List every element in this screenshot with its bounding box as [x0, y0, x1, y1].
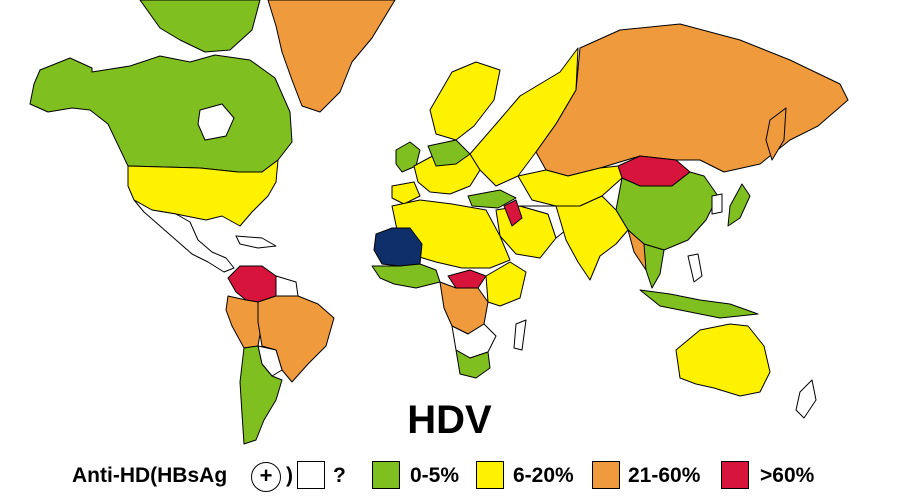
legend-swatch-6-20 [476, 461, 504, 489]
legend-swatch-0-5 [372, 461, 400, 489]
region-india [555, 195, 629, 281]
region-madagascar [513, 319, 527, 351]
region-argentina [239, 345, 283, 445]
legend-swatch-unknown [297, 461, 325, 489]
region-scandinavia [429, 61, 501, 141]
region-australia [675, 323, 771, 397]
legend-label-0-5: 0-5% [410, 464, 460, 487]
region-guianas [275, 275, 299, 297]
region-caribbean [235, 235, 277, 249]
map-title: HDV [407, 398, 492, 442]
legend-close-paren: ) [286, 464, 293, 487]
region-central-africa-red [447, 269, 487, 289]
legend: Anti-HD(HBsAg + ) ? 0-5% 6-20% 21-60% >6… [0, 456, 899, 496]
legend-unknown-label: ? [333, 464, 346, 487]
legend-label-6-20: 6-20% [513, 464, 574, 487]
region-west-africa-dark [373, 227, 423, 267]
plus-icon: + [251, 462, 281, 492]
region-germany [427, 139, 471, 167]
region-southeast-asia [643, 243, 665, 289]
region-greenland [267, 0, 396, 113]
region-kamchatka [765, 107, 787, 161]
region-venezuela-colombia [227, 265, 277, 303]
region-arctic-islands [139, 0, 261, 53]
region-west-africa [371, 263, 441, 289]
region-south-africa [455, 349, 491, 379]
region-turkey [467, 189, 517, 209]
region-philippines [687, 253, 703, 283]
legend-label-60plus: >60% [760, 464, 815, 487]
region-new-zealand [795, 379, 817, 419]
region-russia [535, 23, 849, 177]
region-korea [711, 193, 723, 215]
legend-swatch-60plus [721, 461, 749, 489]
legend-label: Anti-HD(HBsAg [72, 464, 228, 487]
region-iberia [391, 181, 421, 205]
region-peru [225, 295, 263, 349]
region-canada-alaska [29, 54, 293, 173]
region-iran [519, 205, 567, 239]
legend-swatch-21-60 [592, 461, 620, 489]
region-indonesia [639, 289, 759, 319]
region-iraq [503, 199, 523, 227]
region-japan [727, 183, 751, 227]
region-east-africa [485, 261, 527, 307]
legend-label-21-60: 21-60% [628, 464, 701, 487]
region-mexico [133, 199, 235, 273]
region-brazil [257, 295, 335, 383]
